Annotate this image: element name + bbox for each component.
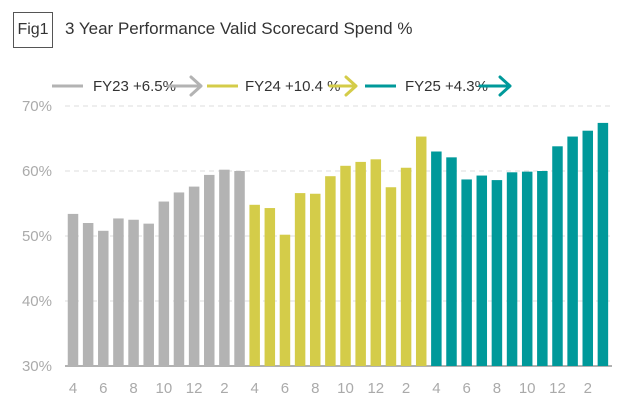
x-tick-label: 2 (220, 380, 228, 397)
y-tick-label: 70% (22, 98, 52, 115)
x-tick-label: 12 (549, 380, 566, 397)
figure-tag: Fig1 (13, 12, 53, 48)
gridlines (65, 105, 612, 367)
bar (98, 230, 109, 366)
bar (476, 175, 488, 366)
bar (400, 167, 412, 366)
x-tick-label: 8 (493, 380, 501, 397)
y-tick-label: 40% (22, 293, 52, 310)
x-tick-label: 4 (432, 380, 440, 397)
bar (234, 171, 245, 366)
y-tick-label: 50% (22, 228, 52, 245)
bar (294, 193, 306, 366)
x-tick-label: 4 (251, 380, 259, 397)
y-tick-label: 30% (22, 358, 52, 375)
x-tick-label: 10 (519, 380, 536, 397)
bar (567, 136, 578, 366)
x-tick-label: 8 (129, 380, 137, 397)
bar (67, 213, 79, 366)
bar (597, 122, 609, 367)
legend-label: FY25 +4.3% (405, 78, 488, 95)
bar (446, 157, 457, 366)
x-tick-label: 8 (311, 380, 319, 397)
bar (82, 223, 94, 366)
bar (204, 174, 215, 366)
x-tick-label: 6 (462, 380, 470, 397)
bars (67, 122, 609, 367)
legend-label: FY23 +6.5% (93, 78, 176, 95)
bar (491, 180, 503, 366)
x-tick-label: 12 (186, 380, 203, 397)
bar (188, 186, 200, 366)
x-axis-ticks: 4 6 8 10 12 2 4 6 8 10 12 2 4 6 8 10 12 2 (69, 380, 592, 397)
x-tick-label: 2 (402, 380, 410, 397)
bar (128, 219, 139, 366)
arrow-right-icon (478, 75, 512, 97)
bar (264, 208, 276, 366)
x-tick-label: 10 (155, 380, 172, 397)
bar (173, 192, 185, 366)
bar (340, 165, 351, 366)
legend: FY23 +6.5% FY24 +10.4 % FY25 +4.3% (52, 75, 512, 97)
bar (431, 151, 442, 366)
bar (279, 234, 291, 366)
bar (158, 201, 170, 366)
chart-title: 3 Year Performance Valid Scorecard Spend… (65, 19, 413, 38)
bar (582, 130, 594, 366)
x-tick-label: 10 (337, 380, 354, 397)
x-tick-label: 2 (584, 380, 592, 397)
bar (309, 193, 321, 366)
y-axis-ticks: 30% 40% 50% 60% 70% (22, 98, 52, 375)
arrow-right-icon (328, 75, 358, 97)
bar (249, 204, 260, 366)
bar (521, 171, 533, 366)
bar (552, 146, 563, 366)
bar (537, 171, 548, 366)
bar (370, 159, 382, 366)
bar (461, 179, 472, 366)
bar (113, 218, 124, 366)
x-tick-label: 4 (69, 380, 77, 397)
x-tick-label: 12 (367, 380, 384, 397)
bar (355, 161, 366, 366)
legend-label: FY24 +10.4 % (245, 78, 340, 95)
arrow-right-icon (166, 75, 203, 97)
bar (415, 136, 427, 366)
bar (506, 172, 518, 366)
x-tick-label: 6 (281, 380, 289, 397)
y-tick-label: 60% (22, 163, 52, 180)
x-tick-label: 6 (99, 380, 107, 397)
bar (325, 176, 336, 366)
bar (219, 169, 230, 366)
bar (385, 187, 397, 366)
bar (143, 223, 154, 366)
